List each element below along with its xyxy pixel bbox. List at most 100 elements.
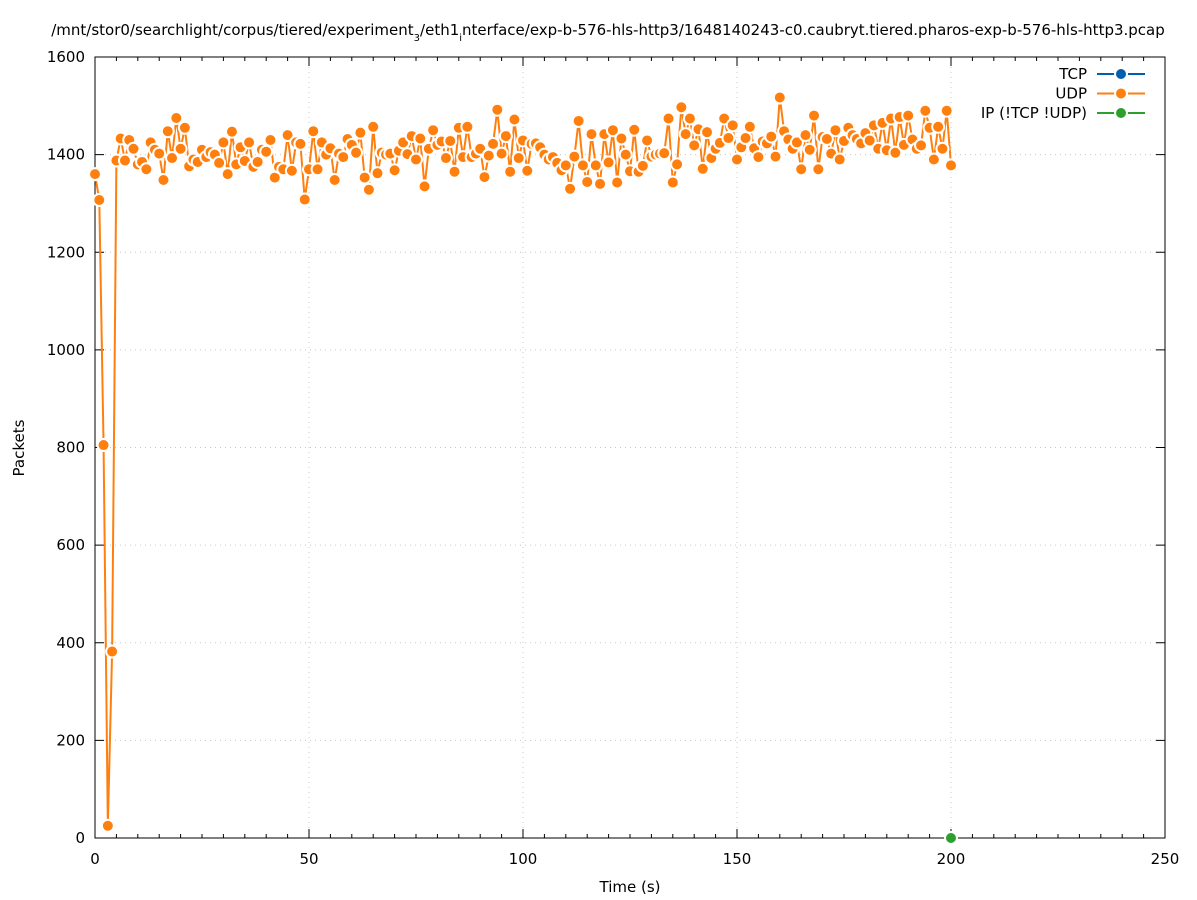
data-point [520, 163, 535, 178]
data-point [426, 123, 441, 138]
data-point [92, 193, 107, 208]
data-point [605, 123, 620, 138]
data-point [117, 153, 132, 168]
data-point [571, 113, 586, 128]
data-point [96, 438, 111, 453]
grid [95, 57, 1165, 838]
series-1 [88, 90, 958, 833]
data-point [798, 128, 813, 143]
y-tick-label: 1400 [47, 146, 85, 164]
data-point [105, 644, 120, 659]
data-point [580, 174, 595, 189]
data-point [443, 133, 458, 148]
data-point [802, 142, 817, 157]
data-point [687, 138, 702, 153]
data-point [742, 119, 757, 134]
x-tick-label: 100 [509, 850, 538, 868]
data-point [177, 120, 192, 135]
title-part: i [459, 33, 462, 44]
data-point [832, 152, 847, 167]
data-point [610, 175, 625, 190]
data-point [794, 162, 809, 177]
data-point [725, 118, 740, 133]
data-point [635, 158, 650, 173]
legend-swatch-marker [1114, 67, 1128, 81]
data-point [250, 154, 265, 169]
data-point [764, 129, 779, 144]
data-point [310, 162, 325, 177]
data-point [926, 152, 941, 167]
data-point [695, 161, 710, 176]
data-point [212, 155, 227, 170]
series-layer [88, 90, 958, 845]
data-point [370, 166, 385, 181]
data-point [357, 170, 372, 185]
data-point [242, 135, 257, 150]
data-point [100, 818, 115, 833]
data-point [807, 108, 822, 123]
data-point [477, 170, 492, 185]
data-point [486, 136, 501, 151]
data-point [768, 149, 783, 164]
axis-ticks [94, 56, 1166, 839]
data-point [828, 123, 843, 138]
data-point [601, 155, 616, 170]
data-point [336, 150, 351, 165]
title-part: nterface/exp-b-576-hls-http3/1648140243-… [462, 21, 1165, 39]
data-point [353, 125, 368, 140]
data-point [413, 131, 428, 146]
data-point [169, 111, 184, 126]
title-part: /eth1 [420, 21, 459, 39]
y-tick-label: 1200 [47, 243, 85, 261]
data-point [819, 132, 834, 147]
data-point [614, 131, 629, 146]
data-point [293, 136, 308, 151]
data-point [661, 111, 676, 126]
data-point [811, 162, 826, 177]
title-part: /mnt/stor0/searchlight/corpus/tiered/exp… [51, 21, 414, 39]
data-point [558, 158, 573, 173]
data-point [563, 181, 578, 196]
data-point [494, 146, 509, 161]
data-point [297, 192, 312, 207]
data-point [939, 103, 954, 118]
x-tick-label: 0 [90, 850, 100, 868]
data-point [263, 132, 278, 147]
data-point [588, 158, 603, 173]
data-point [584, 127, 599, 142]
y-tick-label: 200 [56, 731, 85, 749]
data-point [409, 152, 423, 167]
data-point [935, 141, 950, 156]
data-point [511, 151, 526, 166]
data-point [567, 149, 582, 164]
data-point [306, 124, 321, 139]
data-point [88, 167, 102, 182]
data-point [417, 179, 432, 194]
data-point [700, 125, 715, 140]
data-point [387, 163, 402, 178]
tick-labels: 0 200 400 600 800 1000 1200 1400 1600 0 50 100 150 20… [47, 48, 1180, 868]
data-point [498, 129, 513, 144]
data-point [438, 151, 453, 166]
legend-swatch-marker [1114, 106, 1128, 120]
y-tick-label: 1600 [47, 48, 85, 66]
data-point [349, 145, 364, 160]
data-point [575, 158, 590, 173]
data-point [447, 164, 462, 179]
data-point [772, 90, 787, 105]
data-point [361, 182, 376, 197]
x-tick-label: 50 [299, 850, 318, 868]
series-line [94, 96, 952, 827]
y-tick-label: 1000 [47, 341, 85, 359]
data-point [224, 124, 239, 139]
y-tick-label: 400 [56, 634, 85, 652]
y-tick-label: 0 [75, 829, 85, 847]
chart-title: /mnt/stor0/searchlight/corpus/tiered/exp… [51, 21, 1165, 44]
y-axis-label: Packets [10, 419, 28, 476]
data-point [259, 144, 274, 159]
data-point [627, 122, 642, 137]
x-tick-label: 150 [723, 850, 752, 868]
data-point [640, 133, 655, 148]
data-point [460, 119, 475, 134]
data-point [284, 163, 299, 178]
